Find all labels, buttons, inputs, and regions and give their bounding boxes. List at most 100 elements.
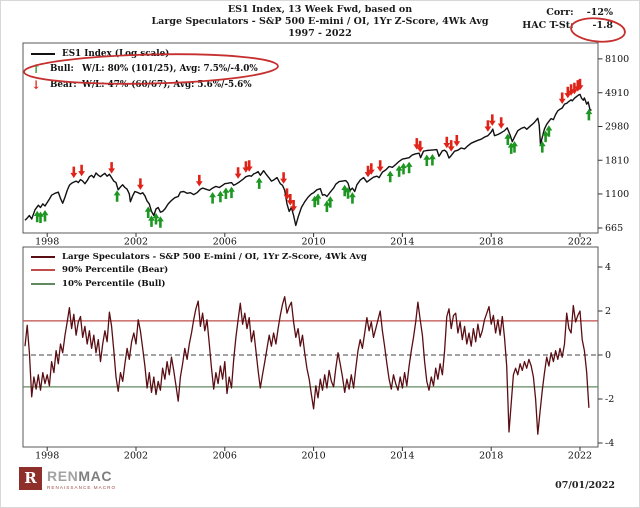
bear-signal-arrow bbox=[447, 140, 455, 152]
top-x-tick-label: 2018 bbox=[479, 237, 503, 248]
bear-signal-arrow bbox=[488, 114, 496, 126]
top-x-tick-label: 2006 bbox=[213, 237, 237, 248]
p90-line-swatch bbox=[31, 269, 55, 272]
legend-row-bear: ↓ Bear: W/L: 47% (60/67), Avg: 5.6%/-5.6… bbox=[31, 77, 258, 93]
zscore-line-swatch bbox=[31, 255, 55, 258]
bear-signal-arrow bbox=[571, 82, 578, 95]
top-y-tick-label: 665 bbox=[605, 223, 623, 234]
title-line-2: Large Speculators - S&P 500 E-mini / OI,… bbox=[151, 16, 489, 27]
bull-signal-arrow bbox=[395, 165, 403, 177]
legend-row-zscore: Large Speculators - S&P 500 E-mini / OI,… bbox=[31, 250, 367, 264]
top-x-tick-label: 2022 bbox=[568, 237, 592, 248]
bear-signal-arrow bbox=[364, 165, 372, 178]
bear-signal-arrow bbox=[137, 178, 144, 190]
bull-name: Bull: bbox=[50, 64, 74, 75]
bear-signal-arrow bbox=[376, 160, 384, 172]
bear-signal-arrow bbox=[558, 92, 566, 104]
bull-signal-arrow bbox=[41, 210, 49, 222]
bull-signal-arrow bbox=[157, 216, 164, 228]
bottom-x-tick-label: 2014 bbox=[390, 451, 414, 462]
corr-value: -12% bbox=[586, 7, 613, 18]
legend-row-price: ES1 Index (Log scale) bbox=[31, 46, 258, 62]
bull-signal-arrow bbox=[314, 193, 322, 205]
bull-signal-arrow bbox=[585, 108, 593, 121]
bear-signal-arrow bbox=[242, 161, 250, 173]
bull-signal-arrow bbox=[255, 177, 263, 189]
bull-signal-arrow bbox=[217, 190, 224, 203]
bull-signal-arrow bbox=[341, 184, 349, 197]
bottom-x-tick-label: 1998 bbox=[35, 451, 59, 462]
bull-signal-arrow bbox=[209, 192, 216, 204]
bear-signal-arrow bbox=[484, 120, 492, 132]
zscore-line bbox=[24, 296, 590, 435]
corr-row: Corr: -12% bbox=[522, 7, 613, 20]
bear-signal-arrow bbox=[280, 172, 287, 184]
bull-signal-arrow bbox=[37, 211, 44, 223]
bull-signal-arrow bbox=[113, 190, 121, 202]
renmac-logo-text: RENMAC RENAISSANCE MACRO bbox=[47, 467, 116, 490]
p10-label: 10% Percentile (Bull) bbox=[62, 278, 166, 289]
bottom-x-tick-label: 2002 bbox=[124, 451, 148, 462]
renmac-logo-mark: R bbox=[19, 467, 42, 490]
bear-signal-arrow bbox=[413, 138, 421, 150]
bull-signal-arrow bbox=[323, 200, 331, 212]
bull-signal-arrow bbox=[504, 133, 512, 145]
renmac-logo-name: RENMAC bbox=[47, 469, 116, 483]
bull-signal-arrow bbox=[386, 170, 394, 183]
p10-line-swatch bbox=[31, 282, 55, 285]
bull-signal-arrow bbox=[349, 192, 356, 204]
renmac-logo-tagline: RENAISSANCE MACRO bbox=[47, 485, 117, 490]
bottom-x-tick-label: 2010 bbox=[302, 451, 326, 462]
price-line bbox=[24, 93, 592, 227]
bear-arrow-icon: ↓ bbox=[31, 77, 42, 92]
bull-signal-arrow bbox=[538, 141, 546, 153]
legend-row-p90: 90% Percentile (Bear) bbox=[31, 264, 367, 278]
bear-signal-arrow bbox=[367, 163, 375, 175]
corr-label: Corr: bbox=[546, 7, 574, 18]
bear-stats: W/L: 47% (60/67), Avg: 5.6%/-5.6% bbox=[82, 79, 252, 90]
bull-signal-arrow bbox=[326, 196, 334, 208]
price-series-label: ES1 Index (Log scale) bbox=[62, 48, 170, 59]
correlation-stats: Corr: -12% HAC T-St: -1.8 bbox=[522, 7, 613, 32]
bottom-y-tick-label: 2 bbox=[605, 306, 611, 317]
bear-signal-arrow bbox=[564, 86, 572, 99]
top-chart-legend: ES1 Index (Log scale) ↑ Bull: W/L: 80% (… bbox=[31, 46, 258, 93]
bear-signal-arrow bbox=[416, 140, 424, 153]
bottom-x-tick-label: 2006 bbox=[213, 451, 237, 462]
bull-stats: W/L: 80% (101/25), Avg: 7.5%/-4.0% bbox=[82, 64, 258, 75]
bull-signal-arrow bbox=[507, 142, 515, 154]
zscore-series-label: Large Speculators - S&P 500 E-mini / OI,… bbox=[62, 251, 367, 262]
bear-name: Bear: bbox=[50, 79, 77, 90]
bear-signal-arrow bbox=[78, 164, 85, 177]
price-line-swatch bbox=[31, 52, 55, 55]
top-x-tick-label: 2002 bbox=[124, 237, 148, 248]
bear-signal-arrow bbox=[108, 162, 115, 174]
title-line-1: ES1 Index, 13 Week Fwd, based on bbox=[227, 4, 413, 15]
top-y-tick-label: 1100 bbox=[605, 189, 629, 200]
report-date: 07/01/2022 bbox=[555, 480, 615, 491]
bottom-x-tick-label: 2022 bbox=[568, 451, 592, 462]
bull-signal-arrow bbox=[400, 162, 407, 175]
bear-signal-arrow bbox=[443, 136, 451, 149]
bull-signal-arrow bbox=[423, 154, 431, 166]
bear-signal-arrow bbox=[453, 135, 461, 147]
title-block: ES1 Index, 13 Week Fwd, based on Large S… bbox=[1, 4, 639, 40]
bull-signal-arrow bbox=[344, 187, 352, 199]
bottom-y-tick-label: -4 bbox=[605, 438, 614, 449]
bull-signal-arrow bbox=[152, 213, 160, 225]
bull-signal-arrow bbox=[311, 195, 319, 208]
renmac-logo: R RENMAC RENAISSANCE MACRO bbox=[19, 467, 116, 490]
bottom-x-tick-label: 2018 bbox=[479, 451, 503, 462]
top-y-tick-label: 1810 bbox=[605, 155, 629, 166]
bear-signal-arrow bbox=[497, 117, 505, 129]
hac-row: HAC T-St: -1.8 bbox=[522, 20, 613, 33]
logo-mac: MAC bbox=[78, 468, 113, 484]
bear-signal-arrow bbox=[574, 80, 582, 92]
bull-signal-arrow bbox=[144, 206, 152, 218]
bull-signal-arrow bbox=[33, 210, 41, 223]
bull-signal-arrow bbox=[405, 161, 413, 174]
bottom-y-tick-label: 4 bbox=[605, 262, 611, 273]
bear-signal-arrow bbox=[70, 166, 78, 179]
top-y-tick-label: 8100 bbox=[605, 54, 629, 65]
